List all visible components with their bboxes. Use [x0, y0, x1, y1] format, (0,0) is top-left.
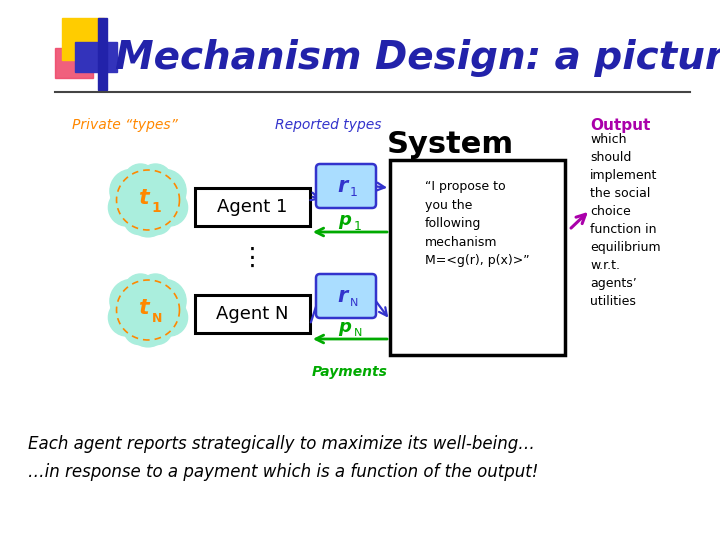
Text: …in response to a payment which is a function of the output!: …in response to a payment which is a fun…: [28, 463, 539, 481]
Text: r: r: [337, 176, 347, 196]
Bar: [62, 18, 104, 60]
Text: “I propose to
you the
following
mechanism
M=<g(r), p(x)>”: “I propose to you the following mechanis…: [426, 180, 530, 267]
Bar: [55, 48, 93, 78]
Bar: [390, 160, 565, 355]
Circle shape: [118, 280, 178, 340]
Text: System: System: [387, 130, 513, 159]
Text: Agent 1: Agent 1: [217, 198, 288, 216]
Text: N: N: [152, 312, 162, 325]
Text: t: t: [138, 298, 148, 318]
Bar: [195, 295, 310, 333]
Bar: [195, 188, 310, 226]
Circle shape: [127, 196, 168, 237]
Text: Agent N: Agent N: [216, 305, 289, 323]
Text: 1: 1: [350, 186, 358, 199]
Text: N: N: [354, 328, 362, 338]
FancyBboxPatch shape: [316, 274, 376, 318]
Text: ⋮: ⋮: [240, 246, 264, 270]
Circle shape: [143, 279, 186, 322]
Text: t: t: [138, 188, 148, 208]
Text: 1: 1: [151, 201, 161, 215]
Circle shape: [127, 306, 168, 347]
Text: p: p: [338, 211, 351, 229]
Circle shape: [124, 205, 154, 234]
Circle shape: [135, 327, 152, 344]
Circle shape: [142, 314, 172, 345]
Text: Mechanism Design: a picture: Mechanism Design: a picture: [115, 39, 720, 77]
Circle shape: [150, 189, 188, 226]
Circle shape: [118, 170, 178, 230]
Text: Each agent reports strategically to maximize its well-being…: Each agent reports strategically to maxi…: [28, 435, 535, 453]
Circle shape: [124, 164, 157, 197]
Circle shape: [110, 279, 153, 322]
Circle shape: [109, 299, 145, 336]
Bar: [75, 42, 117, 72]
Circle shape: [145, 219, 160, 234]
Circle shape: [110, 170, 153, 213]
Circle shape: [109, 189, 145, 226]
Circle shape: [141, 333, 155, 346]
Text: p: p: [338, 318, 351, 336]
Circle shape: [143, 170, 186, 213]
Text: Reported types: Reported types: [275, 118, 382, 132]
Text: Payments: Payments: [312, 365, 388, 379]
Text: Private “types”: Private “types”: [72, 118, 178, 132]
Text: N: N: [350, 298, 358, 308]
Circle shape: [124, 274, 157, 307]
FancyBboxPatch shape: [316, 164, 376, 208]
Circle shape: [139, 164, 172, 197]
Circle shape: [150, 299, 188, 336]
Bar: [98, 18, 107, 90]
Circle shape: [145, 329, 160, 344]
Circle shape: [135, 217, 152, 234]
Text: 1: 1: [354, 219, 362, 233]
Text: which
should
implement
the social
choice
function in
equilibrium
w.r.t.
agents’
: which should implement the social choice…: [590, 133, 661, 308]
Circle shape: [139, 274, 172, 307]
Circle shape: [141, 223, 155, 236]
Circle shape: [124, 314, 154, 345]
Text: Output: Output: [590, 118, 650, 133]
Circle shape: [142, 205, 172, 234]
Text: r: r: [337, 286, 347, 306]
